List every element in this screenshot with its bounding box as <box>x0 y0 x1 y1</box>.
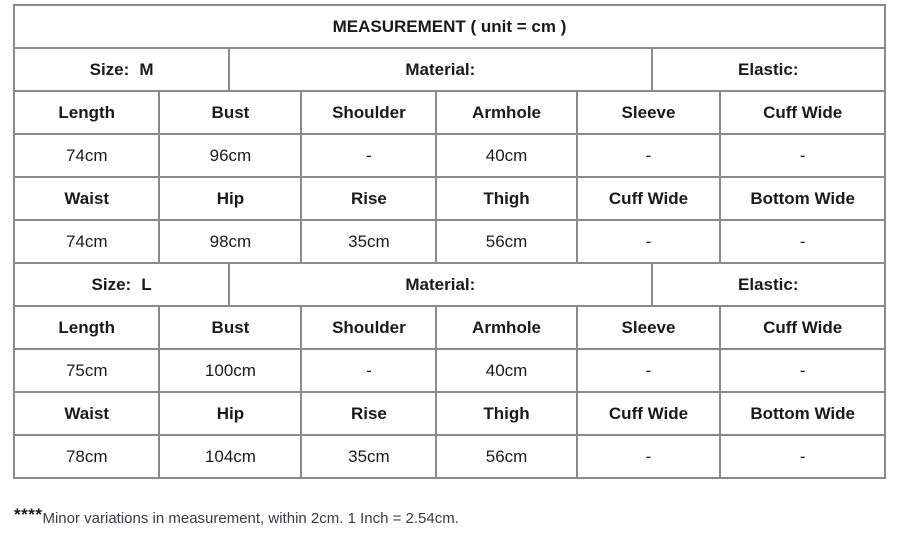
col-header-cell: Sleeve <box>576 91 721 134</box>
value-row: 74cm 96cm - 40cm - - <box>14 134 885 177</box>
value-row: 78cm 104cm 35cm 56cm - - <box>14 435 885 478</box>
value-cell: 35cm <box>301 220 437 263</box>
value-row: 74cm 98cm 35cm 56cm - - <box>14 220 885 263</box>
col-header-cell: Thigh <box>436 392 577 435</box>
col-header-cell: Shoulder <box>301 306 437 349</box>
value-cell: 74cm <box>14 134 160 177</box>
col-header-cell: Cuff Wide <box>576 392 721 435</box>
value-cell: 75cm <box>14 349 160 392</box>
material-cell: Material: <box>229 48 652 91</box>
col-header-cell: Length <box>14 91 160 134</box>
col-header-cell: Armhole <box>436 91 577 134</box>
col-header-cell: Length <box>14 306 160 349</box>
col-header-cell: Bottom Wide <box>720 392 885 435</box>
value-cell: 56cm <box>436 220 577 263</box>
measurement-note: ****Minor variations in measurement, wit… <box>14 505 459 527</box>
size-l-info-row: Size: L Material: Elastic: <box>14 263 885 306</box>
value-cell: - <box>301 349 437 392</box>
col-header-cell: Sleeve <box>576 306 721 349</box>
table-title-row: MEASUREMENT ( unit = cm ) <box>14 5 885 48</box>
value-cell: - <box>720 349 885 392</box>
value-cell: - <box>720 134 885 177</box>
elastic-cell: Elastic: <box>651 263 885 306</box>
col-header-cell: Cuff Wide <box>720 306 885 349</box>
value-cell: 35cm <box>301 435 437 478</box>
value-cell: 56cm <box>436 435 577 478</box>
col-header-cell: Waist <box>14 177 160 220</box>
value-cell: - <box>576 349 721 392</box>
size-value: M <box>139 59 154 79</box>
col-header-cell: Rise <box>301 392 437 435</box>
value-cell: 98cm <box>159 220 302 263</box>
footnote-stars: **** <box>14 505 43 524</box>
col-header-cell: Shoulder <box>301 91 437 134</box>
col-header-cell: Hip <box>159 177 302 220</box>
value-row: 75cm 100cm - 40cm - - <box>14 349 885 392</box>
size-l-cell: Size: L <box>14 263 230 306</box>
col-header-cell: Armhole <box>436 306 577 349</box>
elastic-cell: Elastic: <box>651 48 885 91</box>
size-label: Size: <box>91 274 132 294</box>
value-cell: 40cm <box>436 134 577 177</box>
value-cell: - <box>720 220 885 263</box>
footnote-text: Minor variations in measurement, within … <box>42 510 459 527</box>
size-m-cell: Size: M <box>14 48 230 91</box>
value-cell: - <box>720 435 885 478</box>
value-cell: - <box>576 220 721 263</box>
value-cell: - <box>576 134 721 177</box>
header-row: Length Bust Shoulder Armhole Sleeve Cuff… <box>14 91 885 134</box>
size-value: L <box>141 274 152 294</box>
col-header-cell: Thigh <box>436 177 577 220</box>
col-header-cell: Waist <box>14 392 160 435</box>
value-cell: 40cm <box>436 349 577 392</box>
size-m-info-row: Size: M Material: Elastic: <box>14 48 885 91</box>
value-cell: 96cm <box>159 134 302 177</box>
col-header-cell: Rise <box>301 177 437 220</box>
value-cell: 74cm <box>14 220 160 263</box>
value-cell: 104cm <box>159 435 302 478</box>
col-header-cell: Bottom Wide <box>720 177 885 220</box>
col-header-cell: Cuff Wide <box>576 177 721 220</box>
col-header-cell: Bust <box>159 91 302 134</box>
material-cell: Material: <box>229 263 652 306</box>
size-label: Size: <box>89 59 130 79</box>
col-header-cell: Hip <box>159 392 302 435</box>
table-title: MEASUREMENT ( unit = cm ) <box>14 5 885 48</box>
measurement-table: MEASUREMENT ( unit = cm ) Size: M Materia… <box>13 4 886 479</box>
value-cell: - <box>301 134 437 177</box>
header-row: Waist Hip Rise Thigh Cuff Wide Bottom Wi… <box>14 177 885 220</box>
col-header-cell: Bust <box>159 306 302 349</box>
col-header-cell: Cuff Wide <box>720 91 885 134</box>
header-row: Waist Hip Rise Thigh Cuff Wide Bottom Wi… <box>14 392 885 435</box>
value-cell: 78cm <box>14 435 160 478</box>
header-row: Length Bust Shoulder Armhole Sleeve Cuff… <box>14 306 885 349</box>
value-cell: - <box>576 435 721 478</box>
value-cell: 100cm <box>159 349 302 392</box>
